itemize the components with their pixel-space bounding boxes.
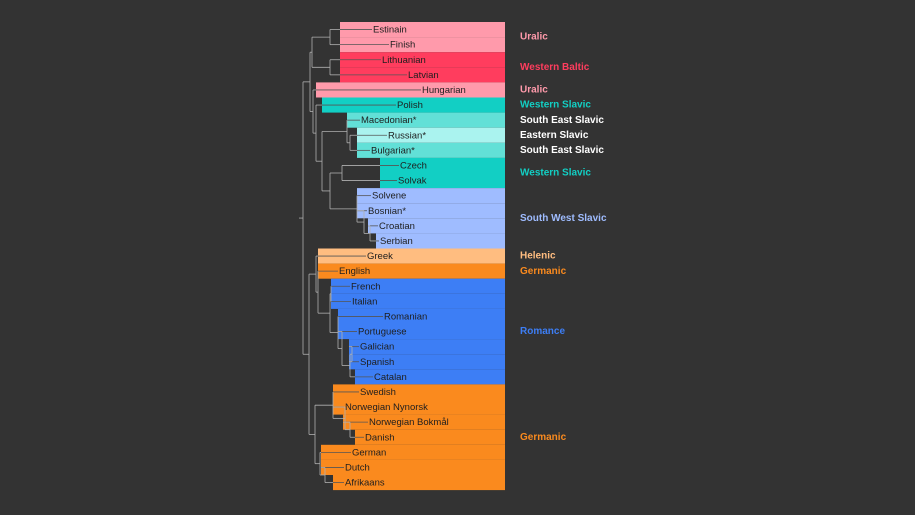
group-label: South West Slavic (520, 213, 607, 224)
group-label: South East Slavic (520, 115, 604, 126)
leaf-label: Solvak (398, 176, 427, 187)
leaf-box (318, 248, 505, 264)
group-label: Eastern Slavic (520, 130, 589, 141)
leaf-label: Finish (390, 40, 415, 51)
leaf-label: Solvene (372, 191, 406, 202)
leaf-box (368, 218, 505, 234)
tree (299, 29, 380, 483)
leaf-label: Norwegian Nynorsk (345, 402, 428, 413)
group-label: Helenic (520, 251, 556, 262)
leaf-box (376, 233, 505, 249)
group-label: Uralic (520, 85, 548, 96)
group-label: Uralic (520, 32, 548, 43)
leaf-box (331, 278, 505, 294)
leaf-label: Norwegian Bokmål (369, 417, 449, 428)
leaf-box (340, 37, 505, 53)
leaf-box (331, 293, 505, 309)
leaf-label: Russian* (388, 130, 426, 141)
leaf-box (349, 339, 505, 355)
leaf-label: Romanian (384, 311, 427, 322)
group-label: Western Baltic (520, 62, 590, 73)
group-label: Western Slavic (520, 100, 591, 111)
leaf-box (357, 188, 505, 204)
group-label: South East Slavic (520, 145, 604, 156)
group-label: Western Slavic (520, 168, 591, 179)
leaf-label: Polish (397, 100, 423, 111)
leaf-label: Spanish (360, 357, 394, 368)
leaf-box (357, 142, 505, 158)
leaf-label: Croatian (379, 221, 415, 232)
leaf-label: Galician (360, 342, 394, 353)
leaf-label: English (339, 266, 370, 277)
leaf-label: Dutch (345, 462, 370, 473)
leaf-box (380, 157, 505, 173)
leaf-box (340, 52, 505, 68)
leaf-label: Macedonian* (361, 115, 417, 126)
leaf-box (357, 127, 505, 143)
leaf-label: Catalan (374, 372, 407, 383)
leaf-label: Latvian (408, 70, 439, 81)
leaf-box (321, 444, 505, 460)
leaf-label: Lithuanian (382, 55, 426, 66)
leaf-box (340, 67, 505, 83)
leaf-label: Italian (352, 296, 377, 307)
leaf-box (355, 369, 505, 385)
leaf-box (333, 384, 505, 400)
leaf-box (340, 22, 505, 38)
leaf-label: German (352, 447, 386, 458)
leaf-box (380, 173, 505, 189)
leaf-label: Serbian (380, 236, 413, 247)
leaf-label: Greek (367, 251, 393, 262)
group-label: Romance (520, 326, 565, 337)
leaf-label: Swedish (360, 387, 396, 398)
group-label: Germanic (520, 432, 567, 443)
leaf-box (333, 399, 505, 415)
leaf-box (322, 97, 505, 113)
leaf-label: Portuguese (358, 327, 407, 338)
leaf-label: Danish (365, 432, 395, 443)
leaf-box (343, 414, 505, 430)
leaf-box (333, 475, 505, 491)
leaf-label: Hungarian (422, 85, 466, 96)
leaf-box (321, 459, 505, 475)
leaf-box (347, 112, 505, 128)
leaf-label: French (351, 281, 381, 292)
leaf-box (355, 429, 505, 445)
leaf-box (349, 354, 505, 370)
leaf-label: Estinain (373, 25, 407, 36)
leaf-box (338, 324, 505, 340)
leaf-box (357, 203, 505, 219)
leaf-label: Afrikaans (345, 478, 385, 489)
leaf-box (338, 308, 505, 324)
leaf-label: Bosnian* (368, 206, 406, 217)
leaf-label: Czech (400, 160, 427, 171)
leaf-label: Bulgarian* (371, 145, 415, 156)
leaf-box (318, 263, 505, 279)
group-label: Germanic (520, 266, 567, 277)
